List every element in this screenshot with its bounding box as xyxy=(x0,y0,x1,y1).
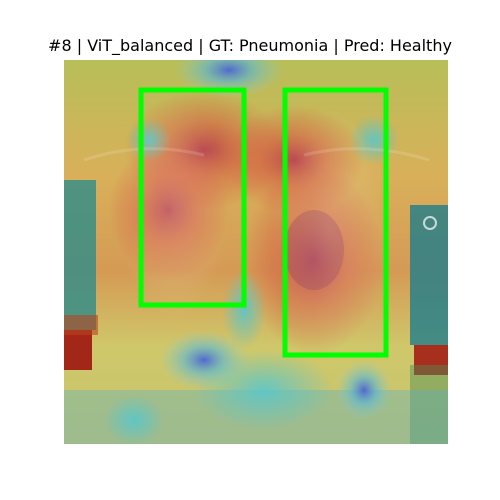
annotation-box-left xyxy=(138,87,247,308)
annotation-box-right xyxy=(282,87,389,358)
xray-heatmap-panel xyxy=(64,60,448,444)
figure-title: #8 | ViT_balanced | GT: Pneumonia | Pred… xyxy=(48,36,452,55)
xray-heatmap-image xyxy=(64,60,448,444)
